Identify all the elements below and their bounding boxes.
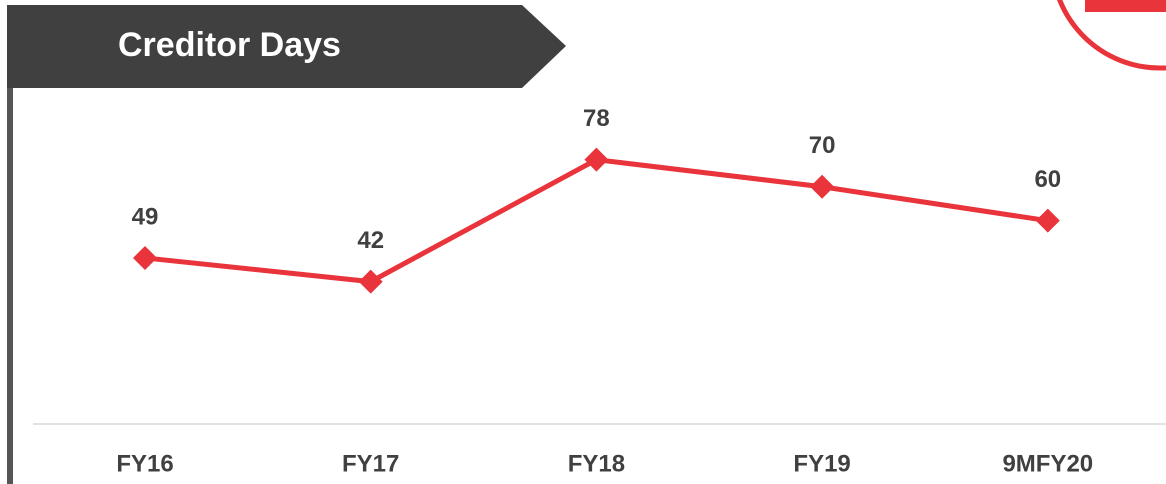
marker (1035, 208, 1060, 233)
x-tick-label: FY17 (342, 450, 399, 477)
x-tick-label: FY16 (116, 450, 173, 477)
decor-badge (1085, 0, 1166, 12)
marker (584, 147, 609, 172)
left-bar (7, 85, 13, 484)
data-label: 78 (583, 105, 610, 132)
line (144, 157, 1049, 285)
data-label: 60 (1034, 166, 1061, 193)
data-label: 70 (809, 132, 836, 159)
decor-circle (1056, 0, 1166, 71)
x-tick-label: 9MFY20 (1002, 450, 1093, 477)
marker (358, 269, 383, 294)
chart-title: Creditor Days (118, 26, 341, 64)
x-tick-label: FY19 (793, 450, 850, 477)
data-label: 42 (357, 227, 384, 254)
marker (133, 245, 157, 270)
data-label: 49 (132, 203, 159, 230)
x-tick-label: FY18 (568, 450, 625, 477)
title-banner (7, 5, 566, 88)
marker (810, 174, 835, 199)
